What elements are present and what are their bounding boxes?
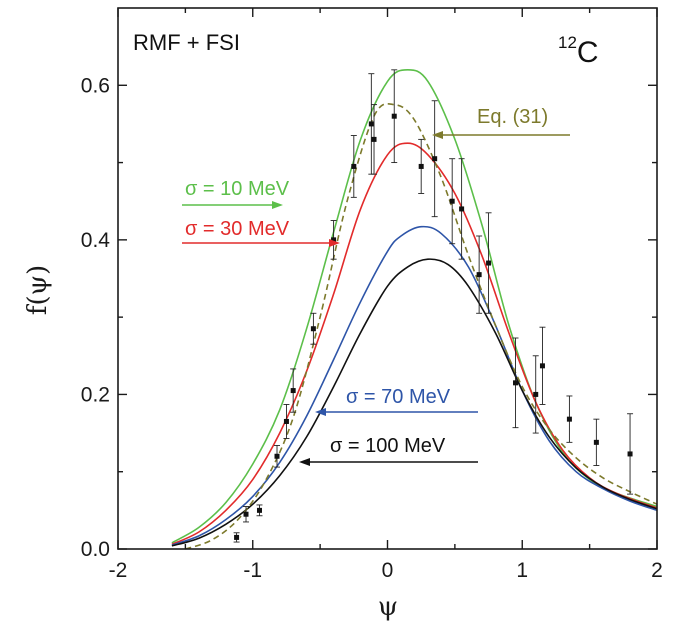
label-sigma-30: σ = 30 MeV (185, 218, 290, 240)
data-point-18 (512, 337, 519, 429)
x-tick-label: 0 (382, 559, 394, 582)
axis-tick-labels: -2 -1 0 1 2 0.0 0.2 0.4 0.6 (81, 74, 663, 582)
data-point-5 (290, 368, 297, 413)
arrowhead-sigma-10 (272, 201, 283, 209)
data-point-22 (593, 418, 600, 466)
label-sigma-70: σ = 70 MeV (346, 386, 451, 408)
series-line-2 (171, 225, 658, 546)
arrowhead-eq31 (432, 131, 443, 139)
data-point-6 (310, 312, 317, 345)
label-sigma-100: σ = 100 MeV (330, 435, 446, 457)
series-labels: σ = 10 MeV σ = 30 MeV σ = 70 MeV σ = 100… (185, 106, 548, 457)
data-point-11 (391, 69, 398, 164)
data-points-layer (233, 69, 634, 543)
y-axis-label: f(ψ) (23, 265, 53, 315)
data-point-16 (476, 235, 483, 314)
series-line-4 (185, 102, 658, 550)
nucleus-symbol: C (577, 36, 599, 69)
data-point-20 (539, 326, 546, 405)
data-point-15 (458, 158, 465, 260)
arrowhead-sigma-70 (315, 408, 326, 416)
label-eq31: Eq. (31) (477, 106, 548, 128)
data-point-14 (449, 158, 456, 245)
data-point-1 (243, 506, 250, 523)
x-tick-label: -1 (243, 559, 262, 582)
data-point-17 (485, 212, 492, 314)
curves-layer (171, 68, 658, 550)
data-point-3 (274, 444, 281, 468)
data-point-7 (330, 220, 337, 260)
nucleus-mass-number: 12 (558, 33, 577, 52)
x-tick-label: -2 (109, 559, 128, 582)
data-point-12 (418, 138, 425, 194)
data-point-21 (566, 395, 573, 443)
axis-ticks (117, 8, 658, 550)
data-point-23 (627, 413, 634, 495)
data-point-2 (256, 504, 263, 517)
label-sigma-10: σ = 10 MeV (185, 178, 290, 200)
x-axis-label: ψ (378, 592, 398, 622)
data-point-9 (368, 73, 375, 175)
annotation-arrows (182, 131, 570, 466)
data-point-19 (532, 355, 539, 434)
x-tick-label: 2 (651, 559, 663, 582)
series-line-1 (171, 142, 658, 546)
data-point-10 (371, 104, 378, 175)
arrowhead-sigma-100 (299, 458, 310, 466)
y-tick-label: 0.0 (81, 538, 110, 561)
series-line-0 (171, 68, 658, 544)
data-point-4 (283, 404, 290, 439)
series-line-3 (171, 258, 658, 547)
arrowhead-sigma-30 (329, 239, 340, 247)
y-tick-label: 0.2 (81, 383, 110, 406)
data-point-0 (233, 532, 240, 543)
data-point-8 (350, 135, 357, 198)
y-tick-label: 0.6 (81, 74, 110, 97)
model-label: RMF + FSI (133, 30, 240, 55)
data-point-13 (431, 100, 438, 218)
x-tick-label: 1 (516, 559, 528, 582)
y-tick-label: 0.4 (81, 229, 111, 252)
nucleus-label: 12C (558, 33, 599, 69)
